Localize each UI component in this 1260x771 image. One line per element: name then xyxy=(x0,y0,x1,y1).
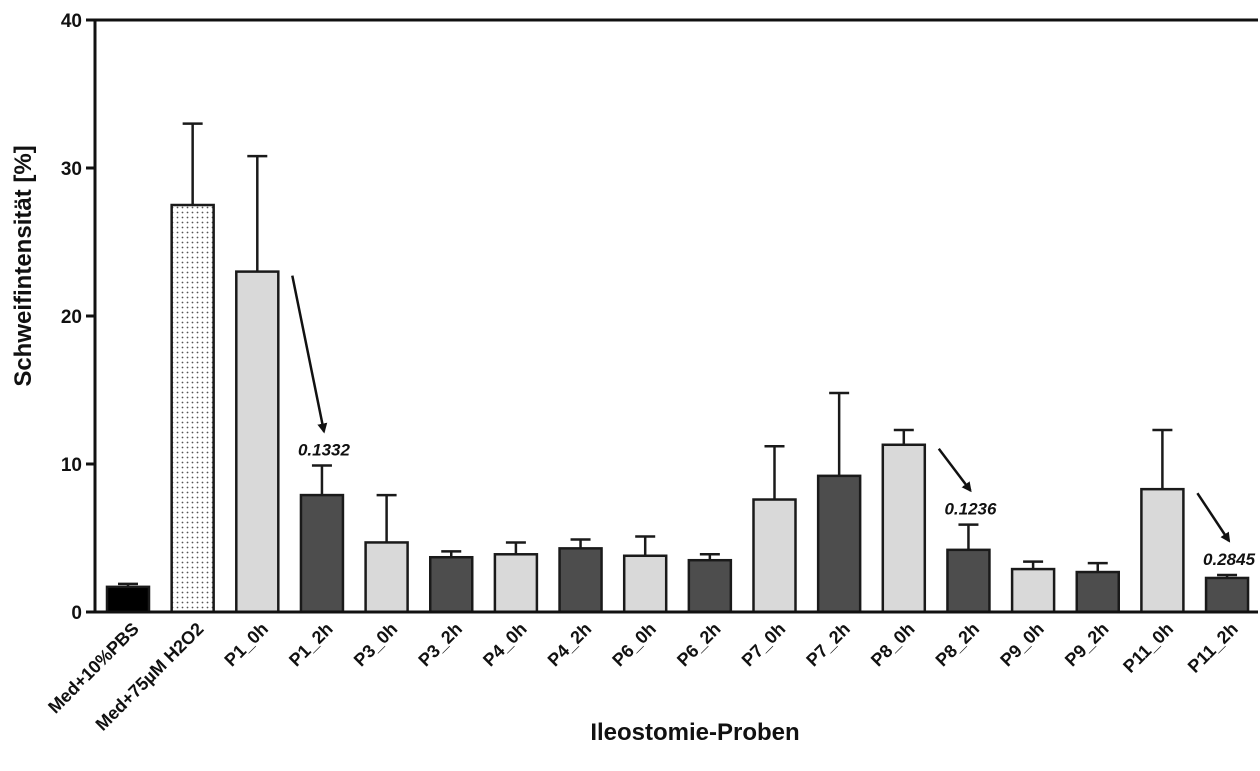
annotation-arrow xyxy=(937,448,972,493)
y-ticks-layer: 0 10 20 30 40 xyxy=(61,11,95,624)
x-tick-label: P6_0h xyxy=(608,619,660,671)
x-tick-label: P9_2h xyxy=(1061,619,1113,671)
x-tick-label: P4_0h xyxy=(479,619,531,671)
bar xyxy=(622,554,668,614)
x-tick-label: P9_0h xyxy=(996,619,1048,671)
x-tick-label: P4_2h xyxy=(544,619,596,671)
x-tick-label: Med+75µM H2O2 xyxy=(92,619,208,735)
annotations-layer: 0.1332 0.1236 0.2845 xyxy=(291,275,1256,569)
x-tick-label: P6_2h xyxy=(673,619,725,671)
x-tick-label: P7_0h xyxy=(738,619,790,671)
bar xyxy=(946,548,991,614)
bar xyxy=(105,585,151,614)
y-tick-label: 10 xyxy=(61,455,82,476)
x-tick-label: P1_2h xyxy=(285,619,337,671)
y-tick-label: 20 xyxy=(61,307,82,328)
x-axis-title: Ileostomie-Proben xyxy=(590,719,799,746)
bar xyxy=(558,547,603,614)
bar xyxy=(816,474,862,614)
x-tick-label: P1_0h xyxy=(220,619,272,671)
bar xyxy=(1204,576,1250,614)
bars-layer xyxy=(105,203,1250,614)
y-tick-label: 30 xyxy=(61,159,82,180)
bar xyxy=(881,443,927,614)
y-tick-label: 40 xyxy=(61,11,82,32)
bar xyxy=(687,558,733,614)
bar xyxy=(429,555,474,614)
bar xyxy=(170,203,215,614)
x-tick-label: P11_2h xyxy=(1184,619,1242,677)
bar xyxy=(1140,487,1185,614)
bar xyxy=(1075,570,1120,614)
x-tick-label: P7_2h xyxy=(802,619,854,671)
x-tick-label: P8_0h xyxy=(867,619,919,671)
x-tick-label: P8_2h xyxy=(932,619,984,671)
x-tick-label: P11_0h xyxy=(1119,619,1177,677)
p-value-label: 0.2845 xyxy=(1203,550,1256,569)
x-tick-label: P3_0h xyxy=(350,619,402,671)
annotation-arrow xyxy=(1196,492,1231,543)
bar xyxy=(1010,567,1056,614)
bar xyxy=(364,541,409,614)
error-bars-layer xyxy=(118,122,1238,587)
y-axis-title: Schweifintensität [%] xyxy=(10,145,37,386)
annotation-arrow xyxy=(291,275,328,434)
p-value-label: 0.1236 xyxy=(944,500,997,519)
bar xyxy=(752,498,797,614)
y-tick-label: 0 xyxy=(71,603,82,624)
bar xyxy=(299,493,345,614)
bar xyxy=(235,270,280,614)
bar xyxy=(493,553,539,614)
p-value-label: 0.1332 xyxy=(298,440,351,459)
x-tick-label: P3_2h xyxy=(414,619,466,671)
